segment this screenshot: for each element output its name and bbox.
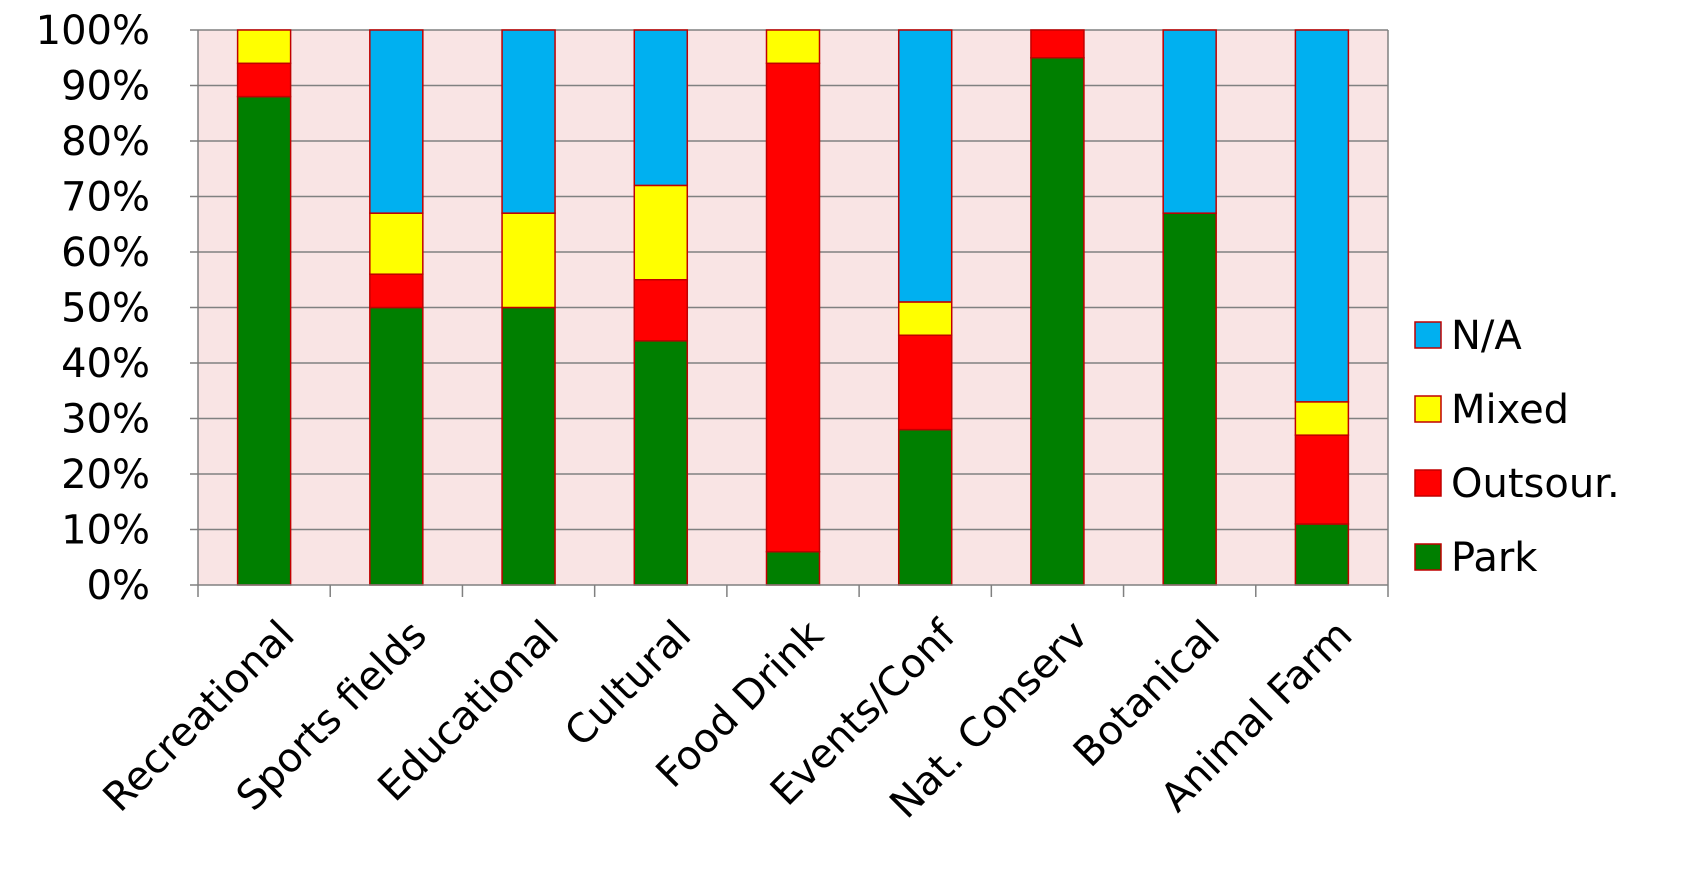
bar-segment-n-a-8: [1294, 29, 1350, 403]
bar-segment-outsour--8: [1294, 434, 1350, 525]
legend-label: Park: [1451, 535, 1538, 581]
bar-segment-n-a-1: [369, 29, 424, 214]
bar-segment-park-2: [501, 306, 556, 586]
y-tick-label: 10%: [61, 508, 150, 554]
bar-segment-mixed-0: [236, 29, 292, 65]
legend-swatch-outsour-: [1414, 469, 1442, 497]
bar-segment-park-5: [897, 428, 953, 586]
y-tick-label: 100%: [36, 8, 150, 54]
legend-label: Mixed: [1451, 387, 1569, 433]
bar-segment-mixed-1: [369, 212, 424, 275]
y-tick-label: 60%: [61, 230, 150, 276]
bar-segment-park-4: [765, 550, 821, 586]
y-tick-label: 40%: [61, 341, 150, 387]
bar-segment-park-7: [1162, 212, 1217, 586]
bar-segment-outsour--4: [765, 62, 821, 553]
y-tick-label: 80%: [61, 119, 150, 165]
bar-segment-mixed-4: [765, 29, 821, 65]
y-tick-label: 90%: [61, 64, 150, 110]
bar-segment-n-a-7: [1162, 29, 1217, 214]
bar-segment-mixed-2: [501, 212, 556, 309]
legend-swatch-park: [1414, 543, 1442, 571]
bar-segment-park-6: [1030, 57, 1085, 586]
y-tick-label: 20%: [61, 452, 150, 498]
bar-segment-outsour--1: [369, 273, 424, 309]
bar-segment-n-a-5: [897, 29, 953, 303]
y-tick-label: 50%: [61, 286, 150, 332]
bar-segment-park-8: [1294, 523, 1350, 586]
y-tick-label: 70%: [61, 175, 150, 221]
legend-swatch-n-a: [1414, 321, 1442, 349]
bar-segment-n-a-2: [501, 29, 556, 214]
bar-segment-outsour--3: [633, 279, 689, 342]
y-tick-label: 0%: [87, 563, 150, 609]
bar-segment-mixed-5: [897, 301, 953, 337]
bar-segment-mixed-8: [1294, 401, 1350, 436]
bar-segment-park-0: [236, 95, 292, 586]
bar-segment-park-3: [633, 340, 689, 586]
bar-segment-park-1: [369, 306, 424, 586]
legend-swatch-mixed: [1414, 395, 1442, 423]
bar-segment-outsour--0: [236, 62, 292, 98]
bar-segment-outsour--6: [1030, 29, 1085, 59]
bar-segment-n-a-3: [633, 29, 689, 187]
legend-label: Outsour.: [1451, 461, 1620, 507]
bar-segment-outsour--5: [897, 334, 953, 431]
bar-segment-mixed-3: [633, 184, 689, 281]
legend-label: N/A: [1451, 313, 1522, 359]
y-tick-label: 30%: [61, 397, 150, 443]
